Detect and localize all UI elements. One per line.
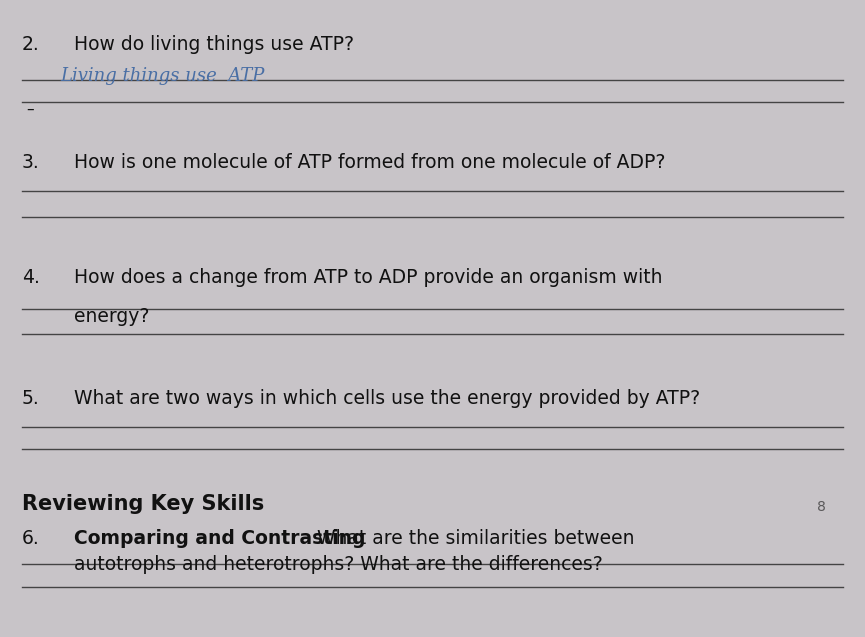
Text: 6.: 6.: [22, 529, 40, 548]
Text: How is one molecule of ATP formed from one molecule of ADP?: How is one molecule of ATP formed from o…: [74, 153, 665, 172]
Text: What are the similarities between: What are the similarities between: [305, 529, 635, 548]
Text: How do living things use ATP?: How do living things use ATP?: [74, 35, 354, 54]
Text: Comparing and Contrasting: Comparing and Contrasting: [74, 529, 365, 548]
Text: energy?: energy?: [74, 307, 149, 326]
Text: Living things use  ATP: Living things use ATP: [61, 67, 265, 85]
Text: 4.: 4.: [22, 268, 40, 287]
Text: 2.: 2.: [22, 35, 40, 54]
Text: 5.: 5.: [22, 389, 40, 408]
Text: 3.: 3.: [22, 153, 40, 172]
Text: 8: 8: [817, 500, 826, 514]
Text: –: –: [26, 102, 34, 117]
Text: What are two ways in which cells use the energy provided by ATP?: What are two ways in which cells use the…: [74, 389, 700, 408]
Text: autotrophs and heterotrophs? What are the differences?: autotrophs and heterotrophs? What are th…: [74, 555, 602, 575]
Text: Reviewing Key Skills: Reviewing Key Skills: [22, 494, 264, 513]
Text: How does a change from ATP to ADP provide an organism with: How does a change from ATP to ADP provid…: [74, 268, 662, 287]
